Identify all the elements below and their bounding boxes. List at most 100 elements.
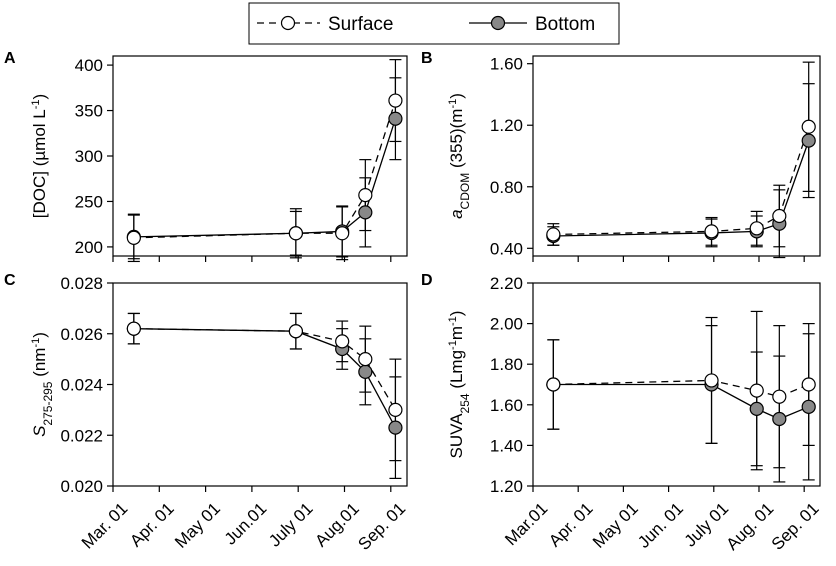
y-tick-label: 0.40 — [490, 239, 523, 258]
plot-frame — [532, 282, 821, 487]
surface-data-point — [749, 383, 764, 398]
y-tick-label: 0.020 — [60, 477, 103, 496]
x-tick-label: May 01 — [589, 499, 642, 552]
y-tick-label: 1.60 — [490, 55, 523, 74]
surface-data-point — [704, 373, 719, 388]
panel-a-doc: 200 250 300 350 400 [DOC] (µmol L-1) — [30, 55, 408, 263]
bottom-data-point — [749, 401, 764, 416]
surface-data-point — [801, 377, 816, 392]
y-label-main: (355)(m — [447, 109, 466, 173]
y-axis-label: aCDOM (355)(m-1) — [447, 93, 472, 219]
legend-surface-label: Surface — [328, 14, 393, 35]
y-tick-label: 0.80 — [490, 178, 523, 197]
surface-data-point — [358, 352, 373, 367]
x-tick-label: Sep. 01 — [354, 499, 409, 554]
y-label-mid: m — [447, 326, 466, 340]
x-tick-label: Jun. 01 — [634, 499, 687, 552]
y-tick-label: 1.20 — [490, 116, 523, 135]
y-label-sub: 275-295 — [41, 381, 55, 425]
y-tick-label: 400 — [75, 56, 103, 75]
surface-data-point — [772, 208, 787, 224]
bottom-data-point — [358, 364, 373, 379]
surface-data-point — [358, 187, 373, 203]
surface-data-point — [288, 226, 303, 241]
panel-letter-c: C — [4, 272, 16, 289]
legend-bottom-marker — [490, 15, 506, 31]
surface-series-line — [553, 379, 809, 398]
y-tick-label: 350 — [75, 102, 103, 121]
y-axis-label: [DOC] (µmol L-1) — [30, 94, 49, 218]
surface-data-point — [126, 230, 141, 245]
x-tick-label: Mar. 01 — [78, 499, 132, 553]
surface-data-point — [126, 321, 141, 336]
panel-letter-a: A — [4, 50, 16, 67]
legend-surface-marker — [280, 15, 296, 31]
surface-data-point — [388, 402, 403, 417]
surface-data-point — [546, 227, 561, 242]
y-label-main: (nm — [30, 348, 49, 382]
bottom-series-line — [133, 118, 397, 238]
plot-frame — [532, 55, 821, 257]
y-label-italic: a — [447, 209, 466, 218]
panel-letter-d: D — [421, 272, 433, 289]
y-tick-label: 2.00 — [490, 315, 523, 334]
y-label-sub: CDOM — [458, 173, 472, 210]
y-tick-label: 250 — [75, 192, 103, 211]
x-tick-label: Jun.01 — [221, 499, 271, 549]
surface-data-point — [288, 324, 303, 339]
y-tick-label: 1.60 — [490, 396, 523, 415]
y-tick-label: 1.80 — [490, 355, 523, 374]
surface-data-point — [749, 221, 764, 236]
bottom-data-point — [801, 133, 816, 148]
bottom-series-line — [553, 383, 809, 420]
surface-data-point — [546, 377, 561, 392]
y-label-end: ) — [447, 311, 466, 317]
x-tick-label: Aug. 01 — [723, 499, 778, 554]
bottom-data-point — [801, 399, 816, 414]
x-tick-label: July 01 — [265, 499, 317, 551]
x-tick-label: Apr. 01 — [126, 499, 178, 551]
surface-series-line — [133, 100, 397, 239]
bottom-data-point — [772, 411, 787, 427]
surface-data-point — [388, 93, 403, 108]
y-label-italic: S — [30, 425, 49, 437]
panel-letter-b: B — [421, 50, 433, 67]
plot-frame — [112, 282, 408, 487]
bottom-data-point — [388, 420, 403, 435]
panel-b-acdom: 0.40 0.80 1.20 1.60 aCDOM (355)(m-1) — [447, 55, 821, 262]
y-tick-label: 0.022 — [60, 426, 103, 445]
legend-bottom-label: Bottom — [535, 14, 595, 35]
y-label-main: (Lmg — [447, 350, 466, 393]
y-label-end: ) — [30, 332, 49, 338]
y-tick-label: 300 — [75, 147, 103, 166]
x-tick-label: Apr. 01 — [545, 499, 597, 551]
surface-data-point — [801, 119, 816, 134]
y-label-sup: -1 — [30, 338, 42, 348]
x-tick-label: Mar.01 — [501, 499, 551, 549]
legend: Surface Bottom — [248, 2, 620, 45]
y-label-sup2: -1 — [447, 316, 459, 326]
y-axis-label: S275-295 (nm-1) — [30, 332, 55, 437]
y-label-end: ) — [447, 93, 466, 99]
y-tick-label: 0.028 — [60, 274, 103, 293]
surface-data-point — [704, 224, 719, 239]
y-tick-label: 0.024 — [60, 376, 103, 395]
y-label-sup: -1 — [30, 99, 42, 109]
surface-data-point — [335, 226, 350, 241]
surface-data-point — [772, 389, 787, 404]
bottom-series-line — [133, 328, 397, 428]
y-tick-label: 1.20 — [490, 477, 523, 496]
y-label-sup: -1 — [447, 99, 459, 109]
plot-frame — [112, 55, 408, 257]
x-tick-label: Sep. 01 — [768, 499, 823, 554]
y-tick-label: 200 — [75, 238, 103, 257]
y-label-end: ) — [30, 94, 49, 100]
bottom-data-point — [388, 111, 403, 126]
y-label-pre: SUVA — [447, 413, 466, 459]
y-tick-label: 0.026 — [60, 325, 103, 344]
surface-series-line — [133, 328, 396, 411]
y-axis-label: SUVA254 (Lmg-1m-1) — [447, 311, 472, 459]
bottom-data-point — [358, 205, 373, 220]
